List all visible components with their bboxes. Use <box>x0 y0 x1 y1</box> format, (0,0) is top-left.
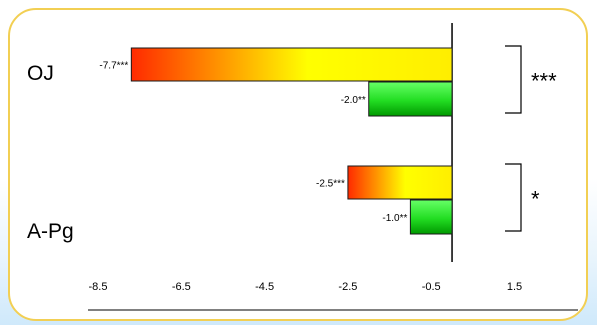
significance-bracket <box>505 163 522 232</box>
x-tick-label: -6.5 <box>172 281 191 293</box>
category-label: A-Pg <box>27 220 74 243</box>
significance-label: *** <box>531 69 557 94</box>
data-label: -7.7*** <box>99 61 128 72</box>
data-label: -1.0** <box>382 213 407 224</box>
bar <box>409 199 453 235</box>
labels-layer: OJ -7.7*** -2.0** *** A-Pg -2.5*** -1.0** * <box>27 45 557 243</box>
x-tick-label: -2.5 <box>338 281 357 293</box>
x-tick-label: 1.5 <box>507 281 522 293</box>
category-label: OJ <box>27 62 54 85</box>
data-label: -2.0** <box>341 95 366 106</box>
bar <box>130 47 453 82</box>
x-tick-label: -8.5 <box>89 281 108 293</box>
bar <box>368 81 453 117</box>
data-label: -2.5*** <box>316 179 345 190</box>
x-tick-label: -4.5 <box>255 281 274 293</box>
bar <box>347 165 453 200</box>
x-tick-label: -0.5 <box>422 281 441 293</box>
bars-layer <box>130 47 453 235</box>
significance-label: * <box>531 187 540 212</box>
significance-bracket <box>505 45 522 114</box>
